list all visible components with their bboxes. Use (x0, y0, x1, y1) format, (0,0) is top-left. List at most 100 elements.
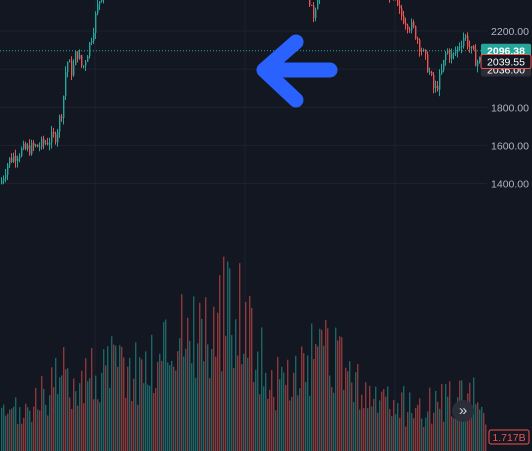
volume-bar (265, 372, 267, 451)
volume-bar (401, 392, 403, 451)
volume-bar (453, 418, 455, 451)
volume-bar (109, 387, 111, 451)
volume-bar (191, 363, 193, 451)
volume-bar (21, 423, 23, 451)
volume-bar (37, 409, 39, 451)
volume-bar (127, 366, 129, 451)
volume-bar (335, 327, 337, 451)
candle-body (411, 22, 413, 31)
volume-bar (377, 412, 379, 451)
volume-bar (269, 389, 271, 451)
volume-bar (455, 404, 457, 451)
grid-lines (0, 0, 487, 451)
price-axis[interactable]: 3400.003200.003000.002800.002600.002400.… (491, 0, 529, 191)
volume-bar (381, 391, 383, 451)
volume-bar (29, 410, 31, 451)
volume-bar (13, 406, 15, 451)
volume-bar (363, 408, 365, 451)
volume-bar (59, 377, 61, 451)
volume-bar (431, 423, 433, 451)
volume-bar (467, 393, 469, 451)
volume-bar (427, 411, 429, 451)
volume-bar (73, 378, 75, 451)
volume-bar (207, 344, 209, 451)
volume-bar (251, 307, 253, 451)
volume-bar (185, 348, 187, 451)
volume-bar (39, 410, 41, 451)
volume-bar (159, 353, 161, 451)
candle-body (479, 57, 481, 62)
candle-body (27, 145, 29, 150)
volume-bar (301, 346, 303, 451)
volume-bar (375, 386, 377, 451)
volume-bar (451, 416, 453, 451)
volume-bar (175, 370, 177, 451)
volume-bar (125, 397, 127, 451)
candle-body (77, 51, 79, 59)
candle-body (433, 74, 435, 89)
volume-bar (277, 356, 279, 451)
volume-bar (197, 343, 199, 451)
volume-bar (57, 393, 59, 451)
volume-bar (145, 351, 147, 451)
candle-body (449, 50, 451, 59)
volume-bar (447, 396, 449, 451)
volume-bar (105, 365, 107, 451)
volume-bar (135, 342, 137, 451)
volume-bar (413, 418, 415, 451)
volume-bar (49, 395, 51, 451)
volume-bar (299, 388, 301, 451)
volume-bar (15, 397, 17, 451)
volume-bar (149, 385, 151, 451)
volume-bar (477, 402, 479, 451)
volume-bar (279, 379, 281, 451)
candle-body (477, 61, 479, 67)
volume-bar (203, 361, 205, 451)
volume-bar (481, 406, 483, 451)
candle-body (401, 8, 403, 16)
candle-body (397, 0, 399, 6)
volume-bar (405, 426, 407, 451)
candle-body (421, 50, 423, 52)
volume-bar (365, 382, 367, 451)
volume-bar (437, 401, 439, 451)
volume-bar (355, 372, 357, 451)
volume-bar (87, 381, 89, 451)
volume-bar (113, 344, 115, 451)
volume-bar (367, 408, 369, 451)
volume-bar (53, 387, 55, 451)
candle-body (409, 29, 411, 31)
scroll-to-realtime-button[interactable]: » (452, 400, 474, 422)
volume-bar (407, 412, 409, 451)
volume-bar (423, 427, 425, 451)
volume-bar (101, 372, 103, 451)
volume-bar (193, 296, 195, 451)
candle-body (425, 49, 427, 55)
candle-body (25, 143, 27, 150)
double-chevron-right-icon: » (458, 402, 468, 419)
volume-bar (233, 367, 235, 451)
volume-bar (165, 319, 167, 451)
volume-bar (217, 312, 219, 451)
volume-bar (281, 366, 283, 451)
volume-bar (205, 297, 207, 451)
volume-bar (121, 347, 123, 451)
candle-body (29, 145, 31, 155)
volume-bar (47, 415, 49, 451)
volume-bar (263, 386, 265, 451)
price-axis-tick-label: 2200.00 (491, 26, 529, 38)
volume-bar (5, 415, 7, 451)
arrow-annotation[interactable] (256, 34, 338, 108)
candle-body (83, 65, 85, 67)
volume-bar (315, 344, 317, 451)
volume-bar (41, 376, 43, 451)
candle-body (85, 61, 87, 66)
volume-bar (85, 358, 87, 451)
volume-bar (325, 319, 327, 451)
volume-bar (343, 390, 345, 451)
candle-body (463, 37, 465, 46)
candle-body (309, 0, 311, 5)
volume-bar (259, 394, 261, 451)
volume-bar (309, 395, 311, 451)
